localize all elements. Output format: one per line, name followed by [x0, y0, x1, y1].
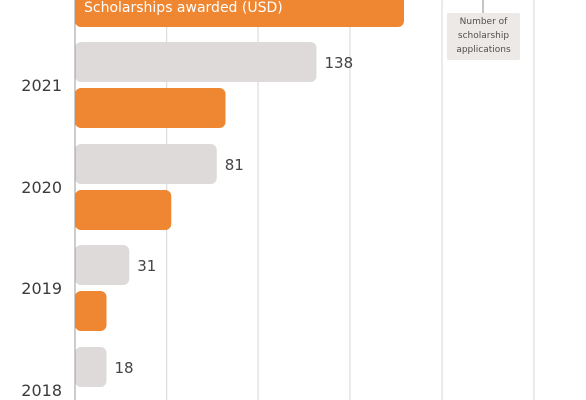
awarded-bar — [75, 0, 404, 27]
category-label: 2018 — [21, 381, 62, 400]
applications-bar — [75, 42, 317, 82]
applications-callout: Number of scholarship applications — [447, 13, 520, 60]
awarded-bar — [75, 88, 226, 128]
applications-bar — [75, 245, 130, 285]
category-label: 2019 — [21, 279, 62, 298]
awarded-bar — [75, 190, 172, 230]
awarded-series-label: Scholarships awarded (USD) — [84, 0, 283, 16]
applications-value-label: 81 — [225, 156, 244, 174]
applications-bar — [75, 144, 217, 184]
applications-bar — [75, 347, 107, 387]
category-label: 2020 — [21, 178, 62, 197]
applications-value-label: 31 — [137, 257, 156, 275]
bars — [75, 0, 404, 387]
applications-value-label: 18 — [115, 359, 134, 377]
awarded-bar — [75, 291, 107, 331]
category-label: 2021 — [21, 76, 62, 95]
applications-value-label: 138 — [325, 54, 354, 72]
labels: 20222021138202081201931201818Scholarship… — [21, 0, 353, 400]
